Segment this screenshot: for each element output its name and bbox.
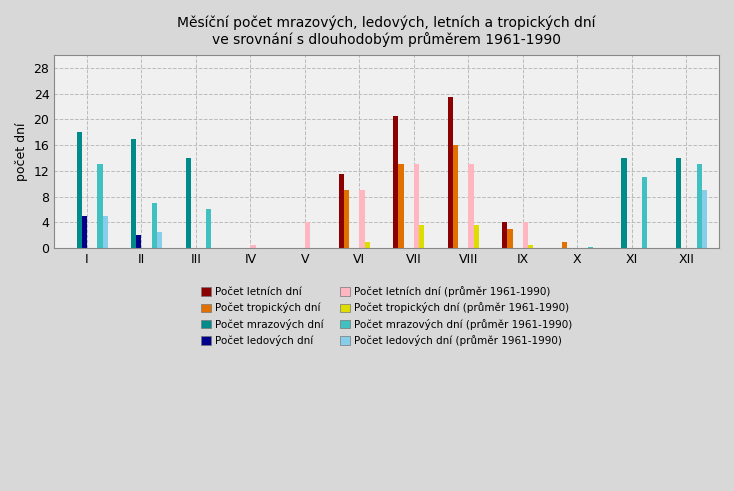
Bar <box>76 132 81 248</box>
Bar <box>588 247 593 248</box>
Bar <box>305 222 310 248</box>
Bar <box>98 164 103 248</box>
Bar <box>419 225 424 248</box>
Bar <box>399 164 404 248</box>
Bar <box>360 190 365 248</box>
Bar <box>507 229 512 248</box>
Bar <box>250 245 255 248</box>
Bar <box>81 216 87 248</box>
Bar <box>103 216 108 248</box>
Bar <box>468 164 473 248</box>
Bar <box>137 235 142 248</box>
Bar <box>502 222 507 248</box>
Bar <box>473 225 479 248</box>
Bar <box>152 203 157 248</box>
Bar <box>448 97 453 248</box>
Bar <box>642 177 647 248</box>
Bar <box>676 158 681 248</box>
Bar <box>528 245 533 248</box>
Bar <box>697 164 702 248</box>
Title: Měsíční počet mrazových, ledových, letních a tropických dní
ve srovnání s dlouho: Měsíční počet mrazových, ledových, letní… <box>178 15 596 47</box>
Bar <box>157 232 162 248</box>
Bar <box>393 116 399 248</box>
Bar <box>344 190 349 248</box>
Bar <box>414 164 419 248</box>
Bar <box>365 242 370 248</box>
Bar <box>702 190 707 248</box>
Bar <box>562 242 567 248</box>
Bar <box>206 209 211 248</box>
Y-axis label: počet dní: počet dní <box>15 122 28 181</box>
Bar <box>186 158 191 248</box>
Bar <box>453 145 458 248</box>
Bar <box>338 174 344 248</box>
Bar <box>131 138 137 248</box>
Bar <box>523 222 528 248</box>
Legend: Počet letních dní, Počet tropických dní, Počet mrazových dní, Počet ledových dní: Počet letních dní, Počet tropických dní,… <box>197 282 577 350</box>
Bar <box>622 158 627 248</box>
